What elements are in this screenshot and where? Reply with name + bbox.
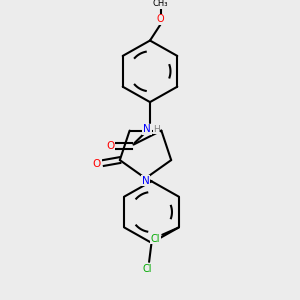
Text: H: H bbox=[153, 125, 160, 134]
Text: N: N bbox=[142, 176, 149, 186]
Text: CH₃: CH₃ bbox=[153, 0, 168, 8]
Text: O: O bbox=[93, 160, 101, 170]
Text: O: O bbox=[106, 141, 114, 151]
Text: Cl: Cl bbox=[142, 264, 152, 274]
Text: O: O bbox=[157, 14, 164, 24]
Text: Cl: Cl bbox=[151, 234, 160, 244]
Text: N: N bbox=[143, 124, 151, 134]
